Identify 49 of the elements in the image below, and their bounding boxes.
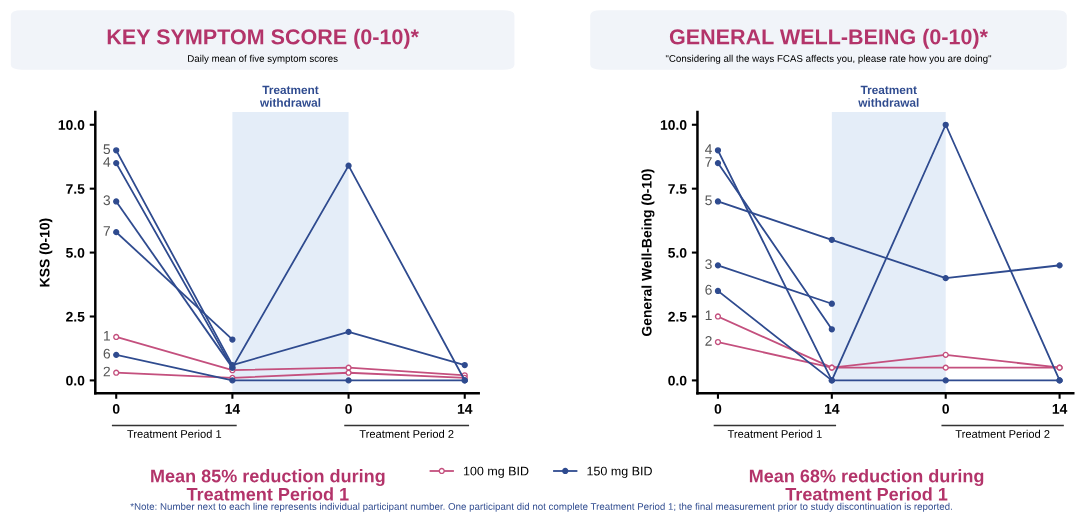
annotation: 7 (103, 226, 110, 236)
y-tick-label: 7.5 (66, 184, 85, 194)
annotation: 3 (103, 195, 111, 206)
y-tick-label: 5.0 (66, 247, 85, 258)
y-tick-label: 0.0 (66, 375, 85, 386)
text: Treatment Period 2 (955, 429, 1050, 438)
y-tick-label: 2.5 (668, 311, 687, 322)
annotation: 1 (104, 330, 110, 341)
annotation: 5 (103, 144, 111, 155)
chart-subtitle: "Considering all the ways FCAS affects you, please rate how you are doing" (665, 54, 992, 64)
text: Treatment withdrawal (858, 85, 919, 107)
text: Mean 68% reduction during Treatment Period 1 (749, 469, 984, 501)
x-tick-label: 14 (457, 404, 473, 414)
y-tick-label: 5.0 (668, 247, 687, 258)
annotation: 6 (103, 348, 111, 359)
text: Treatment Period 1 (727, 429, 822, 438)
y-tick-label: 7.5 (668, 184, 687, 194)
x-tick-label: 0 (714, 403, 722, 414)
y-axis-title: KSS (0-10) (39, 218, 53, 287)
x-tick-label: 14 (1052, 404, 1068, 414)
chart-subtitle: Daily mean of five symptom scores (188, 54, 338, 64)
chart-title: KEY SYMPTOM SCORE (0-10)* (107, 28, 419, 49)
annotation: 6 (705, 284, 712, 295)
x-tick-label: 0 (112, 403, 120, 414)
x-tick-label: 14 (225, 404, 241, 414)
text: Mean 85% reduction during Treatment Period 1 (151, 469, 385, 501)
annotation: 4 (103, 157, 111, 167)
annotation: 3 (705, 259, 712, 270)
legend-label: 150 mg BID (587, 466, 652, 478)
x-tick-label: 0 (345, 403, 352, 414)
y-tick-label: 10.0 (58, 120, 85, 130)
y-tick-label: 2.5 (66, 311, 85, 322)
y-tick-label: 0.0 (668, 375, 687, 386)
annotation: 4 (704, 144, 712, 154)
text: *Note: Number next to each line represents individual participant number. One participant did not complete Treatment Period 1; the final measurement prior to study discontinuation is reported. (130, 502, 952, 512)
y-axis-title: General Well-Being (0-10) (641, 169, 655, 337)
y-tick-label: 10.0 (660, 120, 687, 130)
annotation: 2 (705, 335, 712, 346)
legend-label: 100 mg BID (463, 466, 529, 478)
x-tick-label: 14 (824, 404, 840, 414)
text: Treatment Period 2 (359, 429, 454, 438)
text: Treatment Period 1 (127, 429, 222, 438)
x-tick-label: 0 (942, 403, 949, 414)
text: Treatment withdrawal (259, 85, 321, 107)
chart-title: GENERAL WELL-BEING (0-10)* (669, 28, 988, 49)
annotation: 5 (705, 195, 712, 206)
annotation: 2 (103, 366, 110, 377)
annotation: 7 (705, 157, 712, 167)
annotation: 1 (705, 310, 712, 321)
